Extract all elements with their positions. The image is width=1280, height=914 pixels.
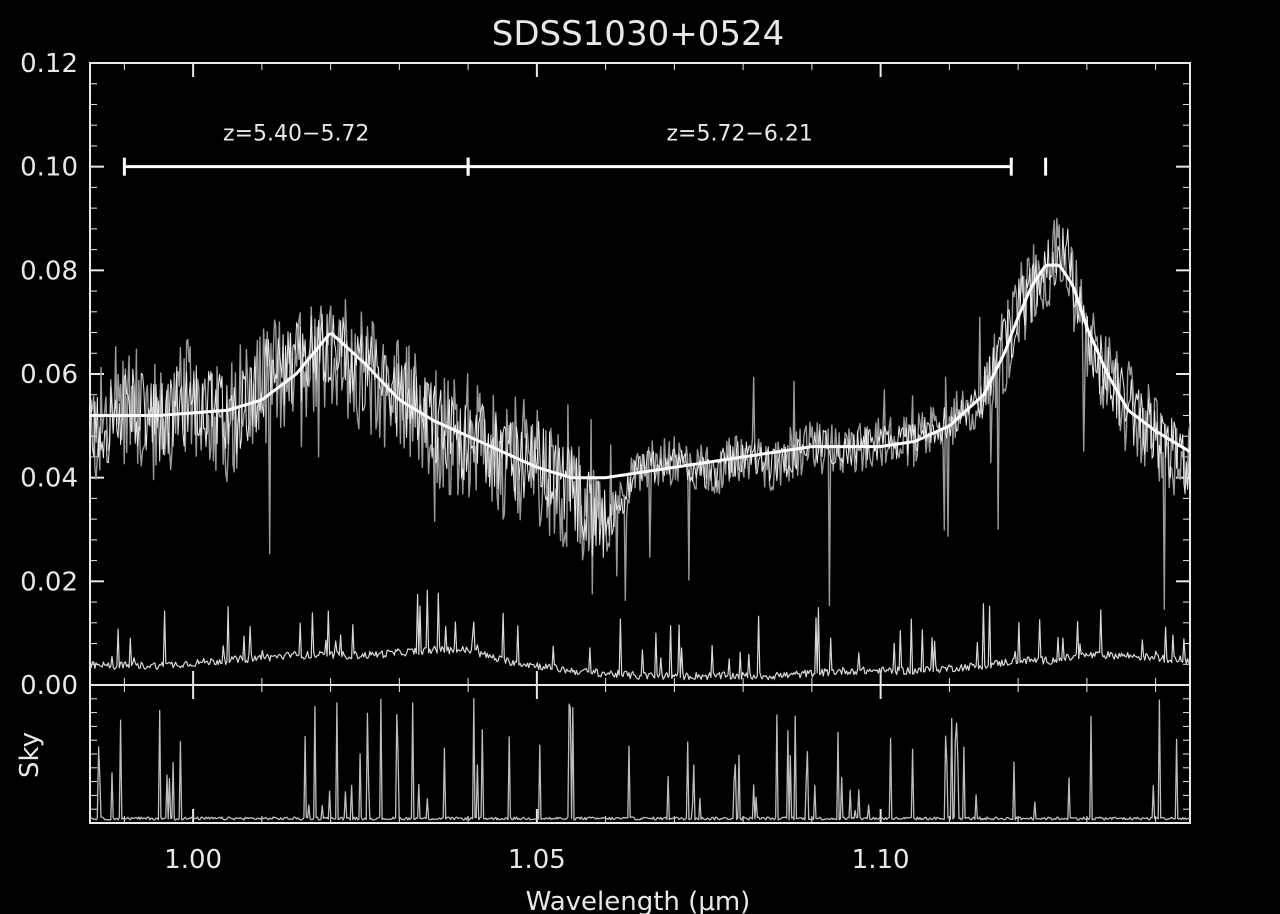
sky-spectrum-line [90, 697, 1190, 821]
redshift-range-label: z=5.40−5.72 [223, 122, 369, 147]
y-tick-label: 0.06 [20, 360, 78, 390]
spectrum-line-grey [90, 217, 1190, 610]
redshift-range-label: z=5.72−6.21 [666, 122, 812, 147]
main-plot-area [90, 217, 1190, 681]
sky-plot-area [90, 697, 1190, 821]
sky-panel-label: Sky [15, 732, 45, 778]
y-tick-label: 0.04 [20, 464, 78, 494]
y-tick-label: 0.08 [20, 256, 78, 286]
y-tick-label: 0.02 [20, 567, 78, 597]
noise-line [90, 589, 1190, 681]
x-tick-label: 1.00 [164, 845, 222, 875]
y-tick-label: 0.12 [20, 49, 78, 79]
chart-title: SDSS1030+0524 [492, 14, 784, 54]
y-tick-label: 0.00 [20, 671, 78, 701]
x-axis-label: Wavelength (μm) [526, 887, 751, 914]
x-tick-label: 1.05 [508, 845, 566, 875]
continuum-fit-line [90, 263, 1190, 480]
y-tick-label: 0.10 [20, 153, 78, 183]
sky-panel-frame [89, 684, 1191, 824]
spectrum-line [90, 227, 1190, 558]
sky-panel [89, 684, 1191, 824]
x-tick-label: 1.10 [852, 845, 910, 875]
main-panel: 0.00 0.02 0.04 0.06 0.08 0.10 0.12 1.00 1.05 1.10… [20, 49, 1191, 875]
